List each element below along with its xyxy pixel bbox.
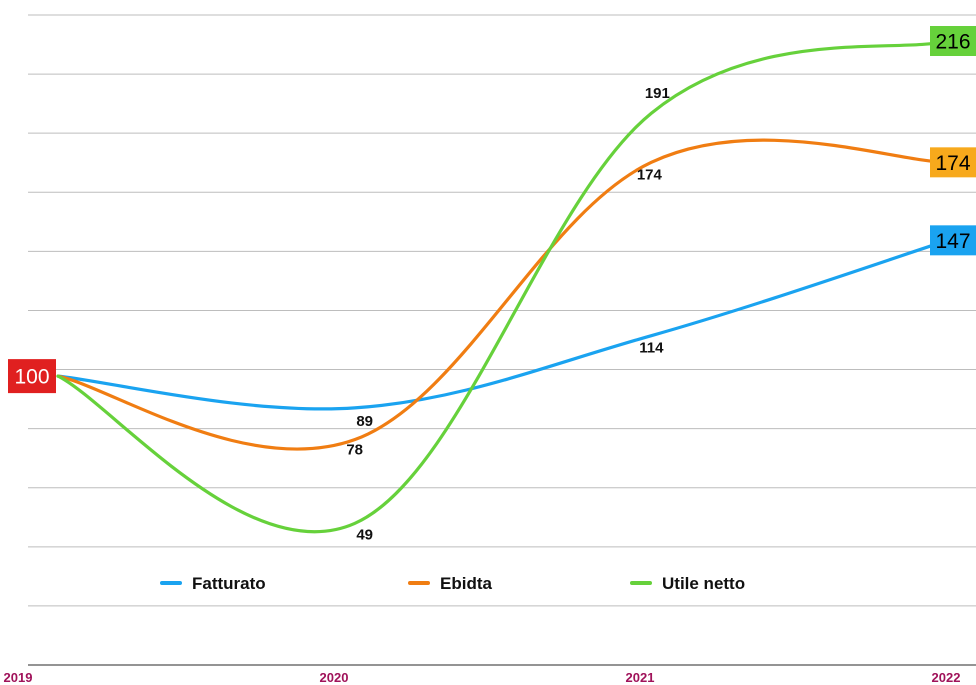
x-tick-label: 2019 (4, 670, 33, 685)
data-label: 174 (637, 166, 663, 183)
end-label-badge (930, 26, 976, 56)
x-tick-label: 2020 (320, 670, 349, 685)
end-label-value: 147 (935, 230, 970, 253)
end-label-badge (930, 147, 976, 178)
legend-label: Utile netto (662, 574, 745, 593)
legend: Fatturato Ebidta Utile netto (160, 574, 745, 593)
series-line-fatturato (56, 238, 950, 411)
x-axis-ticks: 2019 2020 2021 2022 (4, 670, 961, 685)
x-tick-label: 2021 (626, 670, 655, 685)
legend-label: Ebidta (440, 574, 492, 593)
data-label: 114 (639, 340, 664, 357)
data-label: 49 (356, 526, 373, 543)
series-lines (56, 39, 950, 534)
end-label-badge (930, 225, 976, 256)
start-label-value: 100 (14, 366, 49, 389)
data-label: 89 (356, 413, 373, 430)
end-label-value: 216 (935, 31, 970, 54)
start-label-badge (8, 359, 56, 394)
grid-lines (28, 14, 976, 666)
data-label: 191 (645, 85, 670, 102)
series-line-utile-netto (56, 39, 950, 534)
end-label-value: 174 (935, 152, 970, 175)
data-labels: 89 114 147 78 174 174 49 191 216 100 (8, 26, 976, 543)
x-tick-label: 2022 (932, 670, 961, 685)
series-line-ebidta (56, 138, 950, 451)
legend-label: Fatturato (192, 574, 266, 593)
data-label: 78 (346, 442, 363, 459)
